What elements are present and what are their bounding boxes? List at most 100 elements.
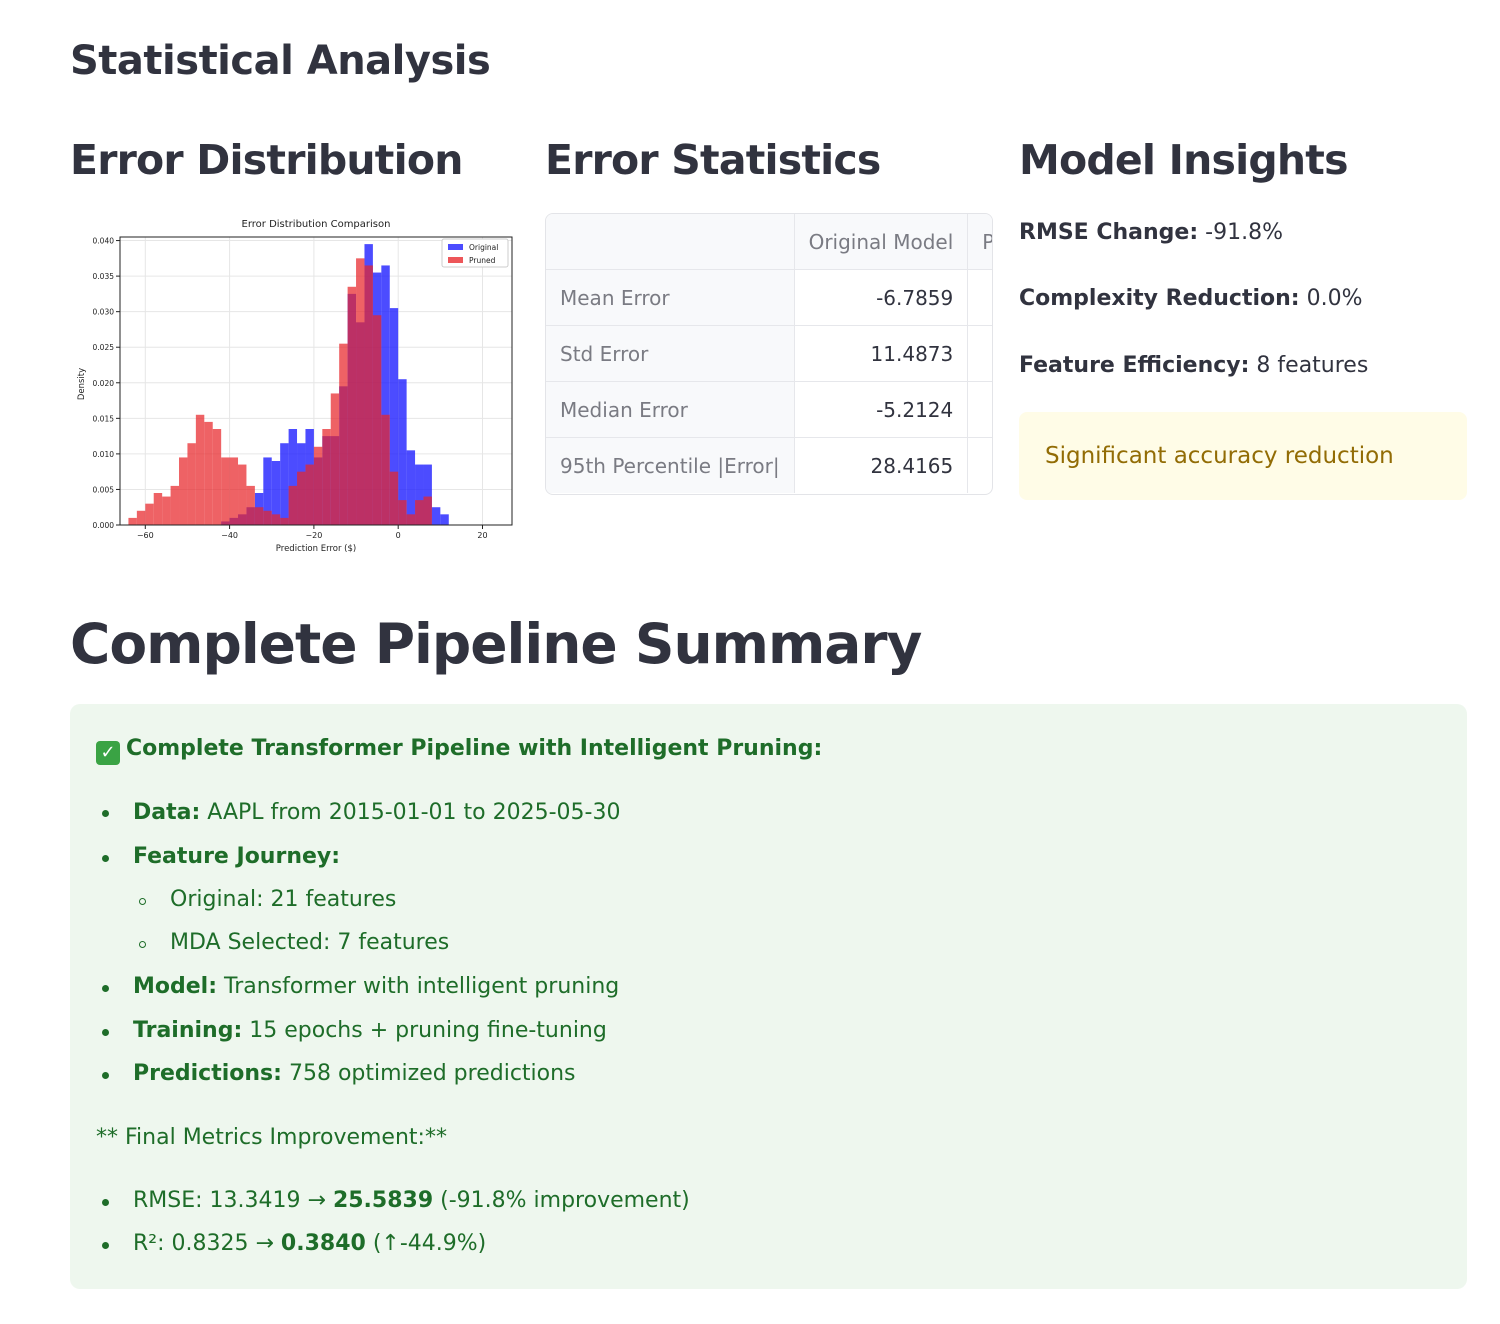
histogram-bar-pruned bbox=[330, 393, 340, 525]
histogram-bar-pruned bbox=[288, 485, 298, 525]
insight-rmse-change: RMSE Change: -91.8% bbox=[1019, 220, 1283, 245]
summary-r2-item: R²: 0.8325 → 0.3840 (↑-44.9%) bbox=[133, 1231, 487, 1256]
histogram-bar-pruned bbox=[339, 343, 348, 525]
error-statistics-table[interactable]: Original Model Pruned Model Mean Error -… bbox=[545, 213, 993, 495]
error-distribution-title: Error Distribution bbox=[70, 136, 463, 184]
table-row-label: Median Error bbox=[546, 381, 795, 438]
legend-label-original: Original bbox=[469, 243, 498, 252]
histogram-bar-original bbox=[263, 457, 272, 525]
insight-feature-efficiency: Feature Efficiency: 8 features bbox=[1019, 353, 1369, 378]
bullet-icon bbox=[102, 810, 109, 817]
circle-bullet-icon bbox=[139, 898, 146, 905]
table-row-label: 95th Percentile |Error| bbox=[546, 437, 795, 493]
y-tick-label: 0.030 bbox=[93, 308, 115, 317]
legend-swatch-original bbox=[448, 244, 463, 250]
histogram-bar-pruned bbox=[398, 500, 407, 525]
histogram-bar-original bbox=[406, 450, 416, 525]
summary-heading: ✓ Complete Transformer Pipeline with Inte… bbox=[96, 736, 822, 765]
table-header-original[interactable]: Original Model bbox=[794, 214, 969, 270]
histogram-bar-pruned bbox=[246, 485, 255, 525]
histogram-bar-pruned bbox=[313, 446, 323, 525]
error-distribution-chart: Error Distribution Comparison Prediction… bbox=[70, 212, 520, 557]
histogram-bar-pruned bbox=[195, 414, 205, 525]
insight-complexity-reduction: Complexity Reduction: 0.0% bbox=[1019, 286, 1363, 311]
y-tick-label: 0.040 bbox=[93, 237, 115, 246]
histogram-bar-original bbox=[288, 429, 298, 525]
histogram-bar-pruned bbox=[229, 457, 239, 525]
histogram-bar-pruned bbox=[212, 429, 222, 525]
warning-alert: Significant accuracy reduction bbox=[1019, 412, 1467, 500]
summary-training-item: Training: 15 epochs + pruning fine-tunin… bbox=[133, 1018, 607, 1043]
summary-feature-mda: MDA Selected: 7 features bbox=[170, 930, 450, 955]
bullet-icon bbox=[102, 1199, 109, 1206]
y-tick-label: 0.010 bbox=[93, 450, 115, 459]
y-tick-label: 0.025 bbox=[93, 343, 115, 352]
histogram-bar-original bbox=[280, 443, 289, 525]
histogram-bar-pruned bbox=[221, 457, 230, 525]
histogram-bar-original bbox=[271, 461, 281, 525]
histogram-bar-pruned bbox=[381, 414, 390, 525]
summary-rmse-item: RMSE: 13.3419 → 25.5839 (-91.8% improvem… bbox=[133, 1188, 690, 1213]
legend-swatch-pruned bbox=[448, 257, 463, 263]
model-insights-title: Model Insights bbox=[1019, 136, 1349, 184]
summary-model-item: Model: Transformer with intelligent prun… bbox=[133, 974, 620, 999]
histogram-bar-pruned bbox=[356, 258, 365, 525]
table-cell-pruned bbox=[967, 437, 992, 493]
table-row: Std Error 11.4873 bbox=[546, 325, 992, 382]
legend-label-pruned: Pruned bbox=[469, 256, 496, 265]
table-header-blank bbox=[546, 214, 795, 270]
histogram-bar-pruned bbox=[128, 517, 137, 525]
table-cell-original: -5.2124 bbox=[794, 381, 969, 438]
page-title: Statistical Analysis bbox=[70, 38, 491, 84]
table-cell-original: 11.4873 bbox=[794, 325, 969, 382]
summary-data-item: Data: AAPL from 2015-01-01 to 2025-05-30 bbox=[133, 800, 621, 825]
table-header-pruned[interactable]: Pruned Model bbox=[967, 214, 992, 270]
plot-frame bbox=[119, 236, 513, 526]
histogram-bar-pruned bbox=[406, 514, 416, 525]
histogram-bar-pruned bbox=[162, 496, 171, 525]
x-tick-label: 20 bbox=[477, 531, 487, 540]
check-mark-icon: ✓ bbox=[96, 741, 120, 765]
warning-text: Significant accuracy reduction bbox=[1045, 443, 1394, 469]
histogram-bar-pruned bbox=[297, 471, 306, 525]
y-tick-label: 0.020 bbox=[93, 379, 115, 388]
histogram-bar-pruned bbox=[423, 496, 432, 525]
histogram-bar-pruned bbox=[136, 510, 146, 525]
table-row-label: Mean Error bbox=[546, 269, 795, 326]
chart-xlabel: Prediction Error ($) bbox=[276, 544, 356, 554]
histogram-bar-original bbox=[423, 464, 432, 525]
bullet-icon bbox=[102, 985, 109, 992]
histogram-bar-pruned bbox=[153, 493, 163, 525]
bullet-icon bbox=[102, 1242, 109, 1249]
x-tick-label: −60 bbox=[137, 531, 154, 540]
y-tick-label: 0.035 bbox=[93, 272, 115, 281]
summary-title: Complete Pipeline Summary bbox=[70, 612, 922, 676]
table-cell-pruned bbox=[967, 325, 992, 382]
y-tick-label: 0.015 bbox=[93, 414, 115, 423]
histogram-bar-pruned bbox=[347, 286, 357, 525]
histogram-bar-pruned bbox=[263, 510, 272, 525]
histogram-bar-pruned bbox=[204, 421, 213, 525]
histogram-bar-pruned bbox=[187, 443, 196, 525]
histogram-bar-pruned bbox=[238, 464, 247, 525]
summary-final-metrics: ** Final Metrics Improvement:** bbox=[96, 1125, 447, 1150]
bullet-icon bbox=[102, 1029, 109, 1036]
bullet-icon bbox=[102, 855, 109, 862]
histogram-bar-pruned bbox=[145, 503, 154, 525]
x-tick-label: 0 bbox=[396, 531, 401, 540]
table-cell-pruned bbox=[967, 269, 992, 326]
histogram-bar-original bbox=[415, 464, 424, 525]
error-distribution-svg: Error Distribution Comparison Prediction… bbox=[77, 219, 513, 554]
histogram-bar-original bbox=[440, 514, 449, 525]
table-row: Median Error -5.2124 bbox=[546, 381, 992, 438]
histogram-bar-pruned bbox=[389, 471, 399, 525]
histogram-bar-pruned bbox=[305, 464, 314, 525]
summary-feature-original: Original: 21 features bbox=[170, 887, 397, 912]
table-cell-original: -6.7859 bbox=[794, 269, 969, 326]
histogram-bar-original bbox=[381, 265, 390, 525]
histogram-bar-pruned bbox=[179, 457, 188, 525]
table-row-label: Std Error bbox=[546, 325, 795, 382]
table-header-row: Original Model Pruned Model bbox=[546, 214, 992, 270]
chart-title: Error Distribution Comparison bbox=[242, 219, 391, 230]
histogram-bar-pruned bbox=[415, 500, 424, 525]
